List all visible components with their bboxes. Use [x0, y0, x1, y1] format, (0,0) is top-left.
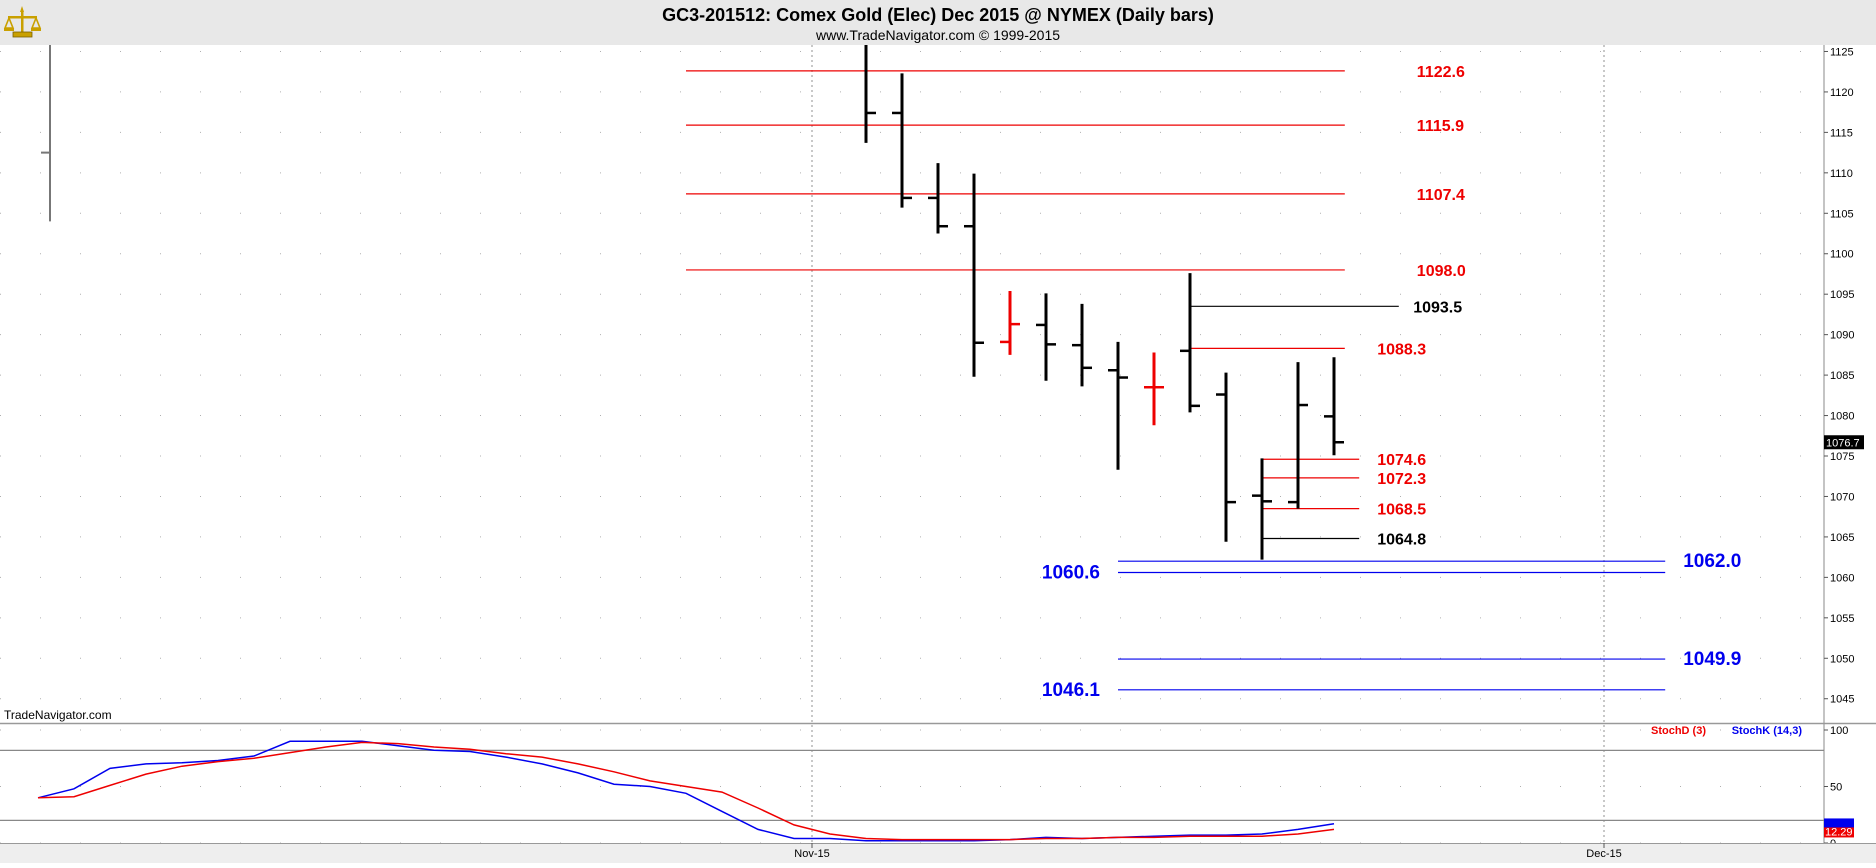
header-band [0, 0, 1876, 45]
price-level-label: 1098.0 [1417, 263, 1466, 280]
stochd-line [37, 741, 1335, 841]
balance-scale-icon[interactable] [3, 6, 42, 38]
price-tick-label: 1085 [1830, 370, 1854, 382]
stochastic-lines [37, 740, 1335, 842]
price-tick-label: 1050 [1830, 653, 1854, 665]
price-tick-label: 1090 [1830, 330, 1854, 342]
price-tick-label: 1060 [1830, 572, 1854, 584]
price-tick-label: 1065 [1830, 532, 1854, 544]
price-tick-label: 1105 [1830, 208, 1854, 220]
chart-subtitle: www.TradeNavigator.com © 1999-2015 [815, 27, 1060, 43]
price-level-label: 1046.1 [1042, 680, 1101, 701]
price-levels [686, 70, 1666, 691]
price-level-label: 1088.3 [1377, 341, 1426, 358]
price-level-label: 1107.4 [1417, 187, 1465, 204]
price-level-label: 1072.3 [1377, 471, 1426, 488]
stochd-value-marker [1824, 827, 1854, 838]
price-tick-label: 1080 [1830, 411, 1854, 423]
price-axis: 1045 1050 1055 1060 1065 1070 1075 1080 1085 1090… [1824, 46, 1864, 706]
price-level-label: 1060.6 [1042, 563, 1100, 584]
chart-title: GC3-201512: Comex Gold (Elec) Dec 2015 @… [662, 5, 1214, 25]
price-level-label: 1074.6 [1377, 452, 1426, 469]
date-axis: Nov-15 Dec-15 [794, 843, 1622, 860]
price-bars [41, 45, 1344, 560]
price-tick-label: 1110 [1830, 168, 1853, 180]
price-tick-label: 1115 [1830, 127, 1853, 139]
watermark: TradeNavigator.com [4, 708, 112, 722]
price-tick-label: 1075 [1830, 451, 1854, 463]
legend-stochd: StochD (3) [1651, 725, 1706, 737]
date-tick-label: Dec-15 [1586, 848, 1621, 860]
stochastic-tick-label: 100 [1830, 725, 1848, 737]
stochastic-tick-label: 50 [1830, 782, 1842, 794]
price-tick-label: 1100 [1830, 249, 1854, 261]
stochastic-pane [0, 729, 1824, 844]
price-level-label: 1049.9 [1683, 649, 1741, 670]
price-tick-label: 1070 [1830, 491, 1854, 503]
stochastic-last-value: 12.29 [1825, 826, 1853, 838]
price-level-label: 1062.0 [1683, 551, 1741, 572]
price-tick-label: 1120 [1830, 87, 1854, 99]
price-tick-label: 1045 [1830, 694, 1854, 706]
price-level-label: 1122.6 [1417, 64, 1465, 81]
price-tick-label: 1095 [1830, 289, 1854, 301]
price-grid [0, 45, 1824, 843]
price-pane: 1122.6 1115.9 1107.4 1098.0 1093.5 1088.3 1074… [0, 45, 1824, 843]
price-level-label: 1064.8 [1377, 532, 1426, 549]
price-level-label: 1093.5 [1413, 299, 1462, 316]
stochk-value-marker [1824, 818, 1854, 829]
price-level-labels: 1122.6 1115.9 1107.4 1098.0 1093.5 1088.3 1074… [1042, 64, 1741, 701]
price-tick-label: 1055 [1830, 613, 1854, 625]
last-price-marker [1824, 435, 1864, 450]
last-price-label: 1076.7 [1826, 437, 1860, 449]
price-level-label: 1068.5 [1377, 502, 1426, 519]
legend-stochk: StochK (14,3) [1732, 725, 1803, 737]
date-tick-label: Nov-15 [794, 848, 829, 860]
price-level-label: 1115.9 [1417, 118, 1464, 135]
price-tick-label: 1125 [1830, 46, 1854, 58]
